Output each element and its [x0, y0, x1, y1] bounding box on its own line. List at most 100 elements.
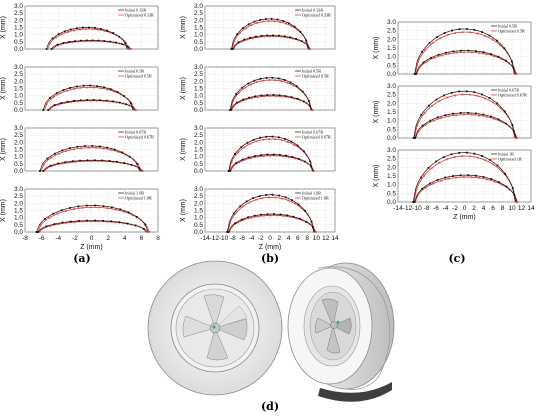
y-tick-label: 0.0: [14, 168, 23, 175]
optimized-marker: [290, 24, 293, 28]
optimized-marker: [79, 86, 82, 89]
optimized-marker: [274, 35, 277, 38]
optimized-marker: [439, 179, 442, 182]
optimized-marker: [274, 196, 277, 199]
initial-marker: [229, 109, 231, 111]
y-tick-label: 3.0: [14, 64, 23, 71]
initial-marker: [460, 49, 462, 52]
initial-marker: [465, 151, 468, 154]
initial-marker: [85, 39, 88, 42]
initial-marker: [428, 41, 431, 44]
optimized-marker: [306, 213, 309, 216]
initial-marker: [420, 113, 423, 116]
initial-marker: [497, 55, 500, 58]
optimized-marker: [268, 35, 272, 38]
optimized-marker: [134, 108, 138, 112]
optimized-marker: [463, 51, 466, 54]
optimized-marker: [269, 154, 272, 157]
initial-marker: [252, 197, 255, 200]
initial-marker: [118, 101, 121, 104]
x-tick-label: -8: [424, 205, 430, 212]
initial-marker: [252, 138, 255, 141]
optimized-marker: [243, 86, 247, 89]
initial-marker: [282, 20, 285, 22]
initial-marker: [136, 163, 139, 165]
legend-entry-initial: Initial 1.0R: [302, 191, 321, 196]
optimized-marker: [299, 147, 302, 151]
optimized-marker: [66, 30, 70, 34]
optimized-marker: [98, 206, 101, 209]
optimized-marker: [300, 159, 303, 162]
y-tick-label: 0.5: [194, 222, 203, 229]
optimized-marker: [293, 143, 296, 146]
optimized-marker: [448, 52, 451, 55]
initial-marker: [44, 217, 46, 220]
optimized-marker: [507, 62, 511, 65]
x-tick-label: 0: [268, 235, 272, 242]
initial-marker: [110, 206, 113, 209]
optimized-marker: [255, 21, 259, 25]
y-tick-label: 0.0: [194, 46, 203, 53]
initial-marker: [284, 138, 286, 140]
initial-marker: [243, 38, 246, 41]
initial-marker: [427, 166, 430, 169]
x-tick-label: -2: [72, 235, 78, 242]
optimized-marker: [73, 220, 76, 224]
initial-marker: [75, 27, 78, 30]
optimized-marker: [501, 183, 504, 186]
optimized-marker: [493, 180, 496, 183]
initial-marker: [236, 101, 238, 104]
y-tick-label: 1.0: [387, 182, 396, 189]
optimized-marker: [88, 39, 92, 43]
optimized-marker: [461, 155, 464, 158]
optimized-marker: [514, 200, 518, 204]
x-tick-label: -12: [210, 235, 220, 242]
optimized-marker: [41, 227, 44, 231]
x-tick-label: 4: [482, 205, 486, 212]
optimized-marker: [45, 167, 49, 170]
initial-marker: [489, 53, 492, 55]
initial-marker: [459, 174, 462, 177]
optimized-marker: [57, 103, 60, 106]
optimized-marker: [95, 99, 99, 102]
optimized-marker: [306, 162, 309, 165]
initial-marker: [105, 99, 108, 102]
y-axis-label: X (mm): [0, 77, 7, 100]
optimized-marker: [77, 40, 80, 43]
initial-marker: [436, 36, 438, 38]
y-tick-label: 2.0: [387, 100, 396, 107]
optimized-marker: [255, 80, 259, 84]
optimized-marker: [242, 146, 246, 149]
initial-marker: [271, 193, 274, 196]
optimized-marker: [453, 155, 456, 159]
legend-entry-initial: Initial 0.5R: [125, 69, 144, 74]
initial-marker: [295, 38, 297, 40]
optimized-marker: [455, 176, 458, 179]
x-tick-label: 4: [287, 235, 291, 242]
x-tick-label: 14: [331, 235, 339, 242]
optimized-marker: [102, 147, 105, 150]
optimized-marker: [477, 114, 481, 117]
legend-entry-optimized: Optimized 0.67R: [302, 135, 331, 140]
optimized-marker: [424, 123, 428, 126]
initial-marker: [445, 51, 447, 54]
initial-marker: [55, 92, 58, 95]
initial-marker: [94, 27, 96, 29]
initial-marker: [230, 48, 233, 50]
optimized-marker: [278, 20, 282, 24]
optimized-marker: [273, 20, 276, 23]
optimized-marker: [500, 57, 503, 61]
initial-marker: [450, 91, 453, 94]
initial-marker: [413, 73, 416, 75]
initial-marker: [444, 176, 447, 179]
optimized-marker: [132, 158, 135, 161]
initial-marker: [488, 34, 491, 37]
initial-marker: [88, 26, 90, 29]
initial-marker: [475, 50, 477, 53]
initial-marker: [37, 231, 40, 233]
initial-marker: [429, 119, 432, 122]
x-tick-label: 8: [305, 235, 309, 242]
y-axis-label: X (mm): [0, 16, 7, 39]
chart-b-2: 0.00.51.01.52.02.53.0 X (mm) Initial 0.5RO…: [180, 64, 336, 114]
optimized-marker: [65, 89, 69, 92]
